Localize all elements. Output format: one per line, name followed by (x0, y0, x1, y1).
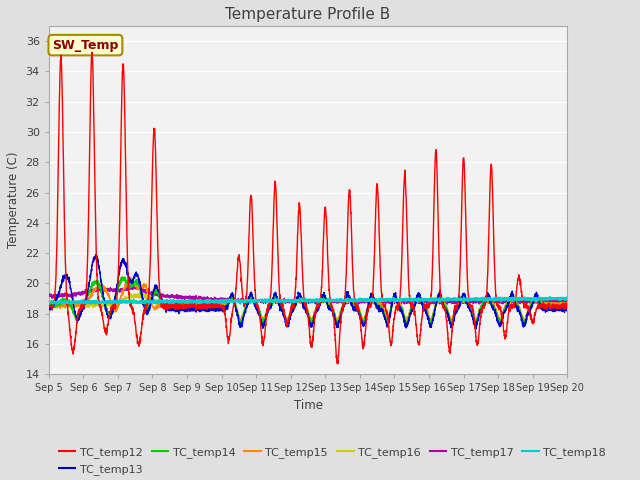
TC_temp15 (563, 301, 571, 307)
TC_temp15 (45, 300, 52, 306)
TC_temp16 (358, 320, 366, 326)
Line: TC_temp18: TC_temp18 (49, 297, 567, 304)
TC_temp17 (135, 285, 143, 291)
TC_temp12 (45, 300, 52, 306)
TC_temp13 (135, 276, 143, 281)
TC_temp16 (554, 302, 561, 308)
TC_temp18 (244, 298, 252, 303)
TC_temp15 (266, 304, 274, 310)
TC_temp13 (92, 252, 99, 257)
TC_temp16 (104, 302, 112, 308)
TC_temp17 (498, 300, 506, 306)
TC_temp14 (563, 304, 571, 310)
TC_temp18 (266, 298, 274, 303)
Y-axis label: Temperature (C): Temperature (C) (7, 152, 20, 248)
TC_temp17 (45, 290, 52, 296)
TC_temp18 (52, 301, 60, 307)
TC_temp15 (428, 321, 435, 326)
TC_temp14 (266, 303, 274, 309)
TC_temp18 (554, 296, 561, 302)
TC_temp17 (104, 285, 112, 291)
TC_temp14 (118, 274, 125, 280)
TC_temp14 (135, 282, 143, 288)
TC_temp14 (244, 301, 252, 307)
Line: TC_temp14: TC_temp14 (49, 277, 567, 325)
TC_temp13 (498, 320, 506, 326)
Title: Temperature Profile B: Temperature Profile B (225, 7, 390, 22)
TC_temp17 (312, 302, 320, 308)
TC_temp16 (563, 302, 571, 308)
TC_temp12 (554, 301, 561, 307)
TC_temp15 (104, 290, 112, 296)
TC_temp17 (132, 284, 140, 289)
TC_temp18 (546, 294, 554, 300)
TC_temp18 (135, 299, 143, 305)
Line: TC_temp15: TC_temp15 (49, 278, 567, 324)
TC_temp13 (472, 326, 480, 332)
TC_temp14 (45, 302, 52, 308)
TC_temp13 (563, 306, 571, 312)
TC_temp12 (563, 303, 571, 309)
TC_temp12 (135, 343, 143, 348)
TC_temp13 (554, 307, 561, 312)
TC_temp12 (333, 361, 341, 367)
TC_temp12 (88, 49, 96, 55)
TC_temp14 (498, 316, 506, 322)
TC_temp16 (135, 291, 143, 297)
TC_temp13 (45, 304, 52, 310)
TC_temp16 (127, 291, 135, 297)
TC_temp15 (554, 301, 561, 307)
TC_temp17 (244, 297, 252, 302)
Line: TC_temp12: TC_temp12 (49, 52, 567, 364)
TC_temp15 (244, 299, 252, 304)
TC_temp17 (266, 298, 274, 303)
TC_temp16 (266, 302, 274, 308)
TC_temp16 (45, 301, 52, 307)
TC_temp13 (266, 303, 274, 309)
TC_temp17 (554, 298, 561, 303)
TC_temp18 (45, 300, 52, 305)
Legend: TC_temp12, TC_temp13, TC_temp14, TC_temp15, TC_temp16, TC_temp17, TC_temp18: TC_temp12, TC_temp13, TC_temp14, TC_temp… (54, 443, 611, 479)
TC_temp18 (497, 298, 505, 303)
TC_temp16 (244, 300, 252, 305)
X-axis label: Time: Time (294, 399, 323, 412)
Line: TC_temp17: TC_temp17 (49, 287, 567, 305)
TC_temp13 (104, 315, 112, 321)
TC_temp15 (135, 285, 143, 290)
TC_temp15 (128, 276, 136, 281)
TC_temp12 (266, 297, 274, 303)
Line: TC_temp13: TC_temp13 (49, 254, 567, 329)
TC_temp13 (244, 298, 252, 304)
TC_temp16 (498, 314, 506, 320)
Line: TC_temp16: TC_temp16 (49, 294, 567, 323)
TC_temp14 (448, 323, 456, 328)
TC_temp18 (563, 295, 571, 300)
TC_temp18 (104, 300, 112, 305)
Text: SW_Temp: SW_Temp (52, 38, 118, 52)
TC_temp12 (244, 273, 252, 278)
TC_temp14 (104, 310, 112, 315)
TC_temp12 (498, 310, 506, 316)
TC_temp14 (554, 306, 561, 312)
TC_temp17 (563, 299, 571, 304)
TC_temp15 (498, 319, 506, 324)
TC_temp12 (104, 322, 112, 327)
